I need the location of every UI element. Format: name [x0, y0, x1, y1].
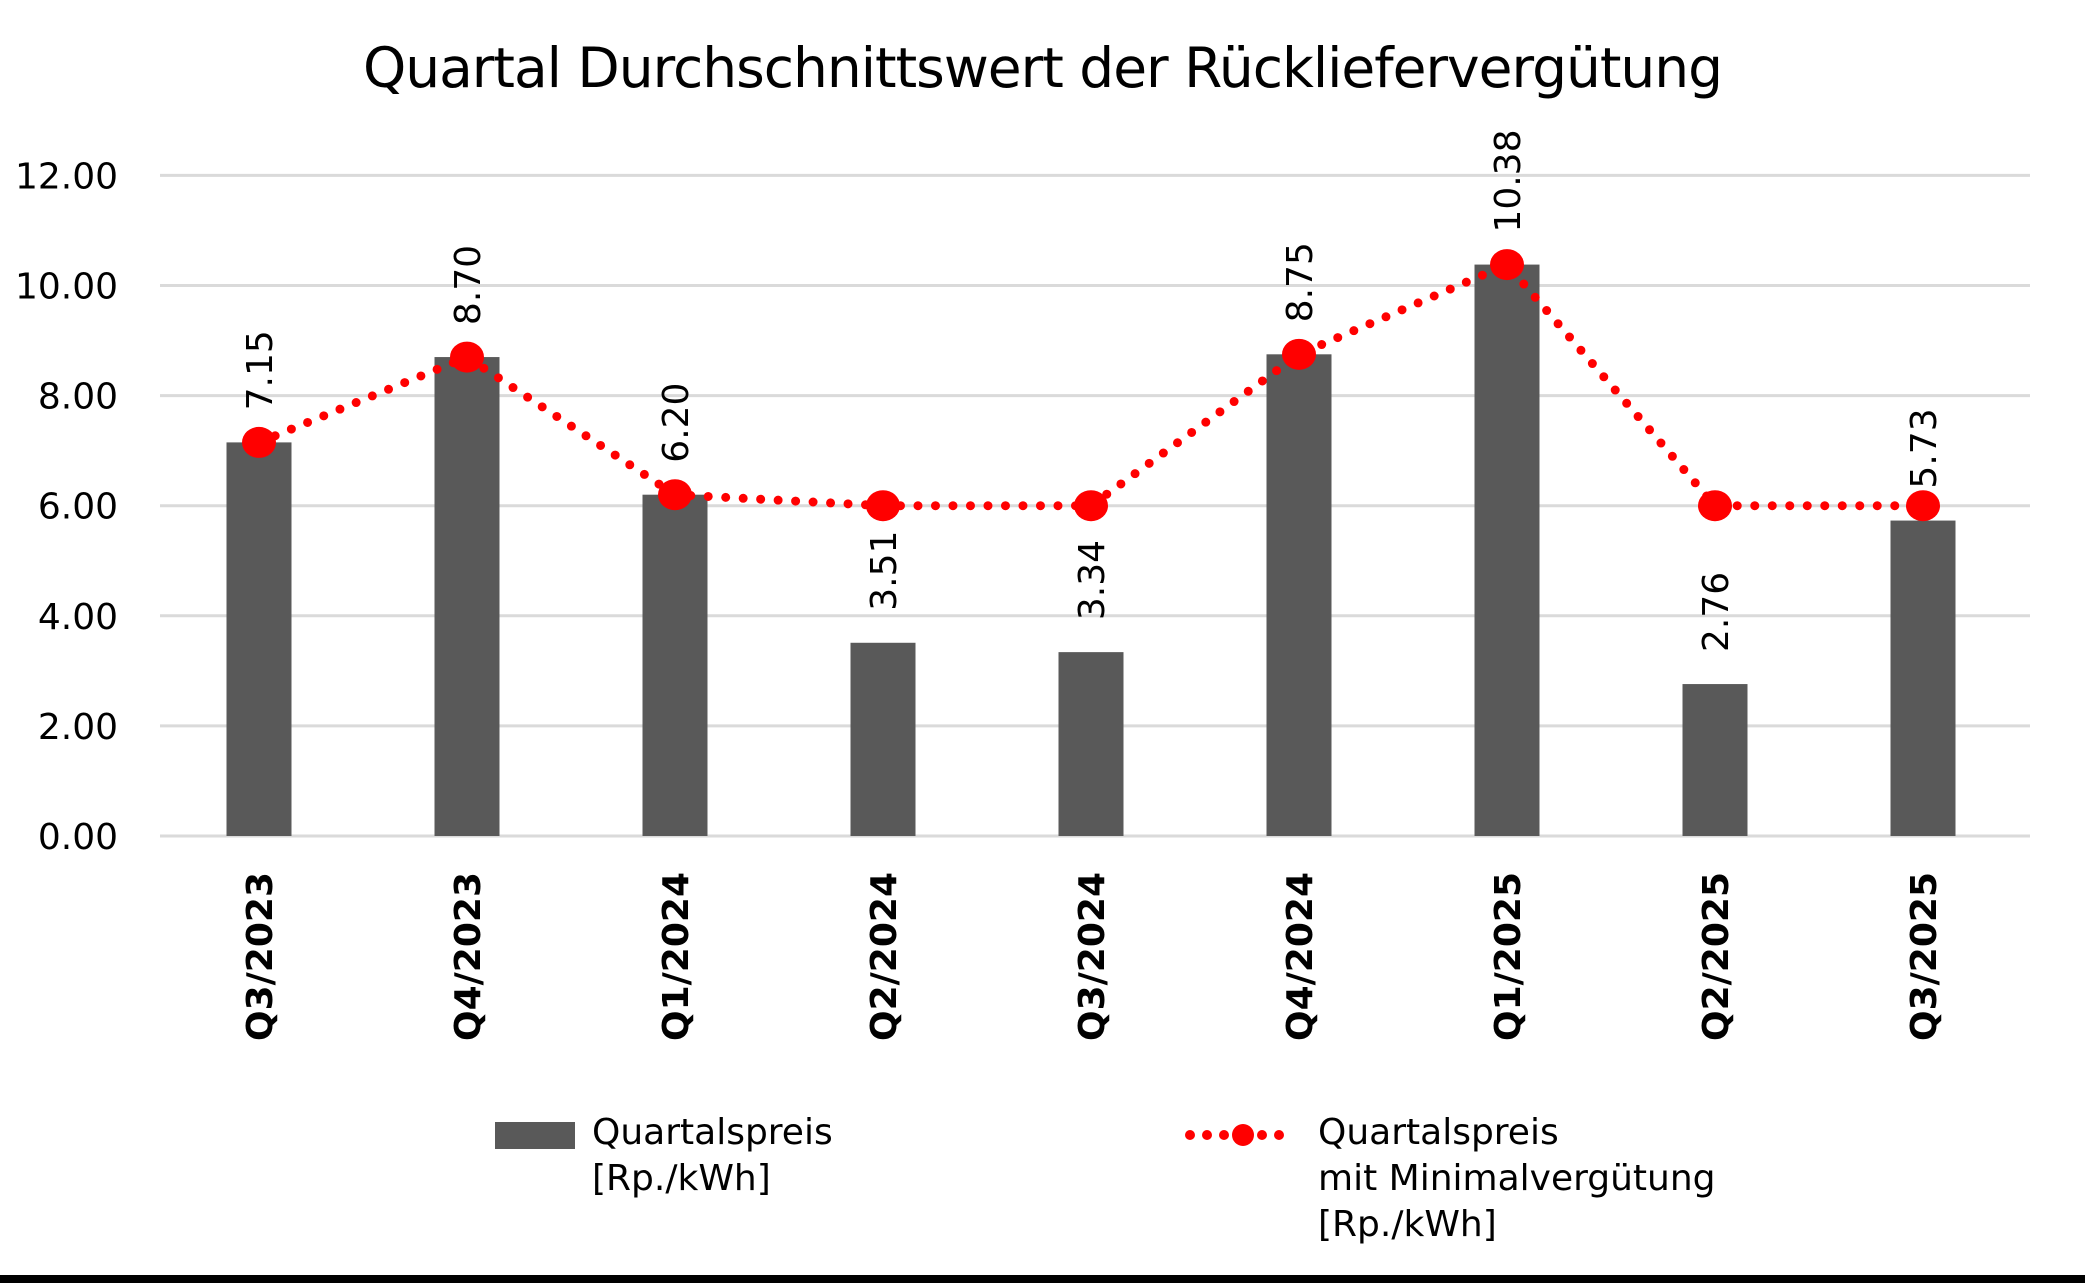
- line-marker: [658, 479, 692, 511]
- line-marker: [866, 490, 900, 522]
- chart-canvas: 0.00 2.00 4.00 6.00 8.00 10.00 12.00 7.15 8.70 6.…: [15, 130, 2030, 1041]
- legend-label-line: Quartalspreis: [592, 1112, 833, 1153]
- y-axis-tick-label: 8.00: [38, 377, 118, 418]
- y-axis-tick-label: 0.00: [38, 817, 118, 858]
- bar-quartalspreis: [1682, 684, 1748, 836]
- legend-bar-swatch: [495, 1122, 575, 1149]
- y-axis-tick-label: 6.00: [38, 487, 118, 528]
- line-marker: [1698, 490, 1732, 522]
- bar-quartalspreis: [1058, 652, 1124, 836]
- bar-quartalspreis: [850, 642, 916, 836]
- bottom-black-bar: [0, 1275, 2085, 1283]
- x-axis-tick-label: Q1/2025: [1488, 872, 1529, 1041]
- bar-value-label: 8.75: [1280, 242, 1321, 322]
- legend-dotted-line-swatch: [1185, 1124, 1284, 1146]
- y-axis-tick-label: 2.00: [38, 707, 118, 748]
- x-axis-tick-label: Q3/2024: [1072, 872, 1113, 1041]
- line-marker: [1282, 338, 1316, 370]
- bar-value-label: 2.76: [1696, 572, 1737, 652]
- legend-label-line: [Rp./kWh]: [592, 1158, 771, 1199]
- x-axis-tick-label: Q2/2025: [1696, 872, 1737, 1041]
- x-axis-tick-label: Q3/2023: [240, 872, 281, 1041]
- bar-value-label: 7.15: [240, 330, 281, 410]
- bar-value-label: 5.73: [1904, 408, 1945, 488]
- dotted-line-icon: [1185, 1124, 1284, 1146]
- line-marker: [1074, 490, 1108, 522]
- bar-value-label: 3.34: [1072, 540, 1113, 620]
- y-axis-tick-label: 4.00: [38, 597, 118, 638]
- y-axis-tick-label: 12.00: [15, 156, 118, 197]
- x-axis-tick-label: Q3/2025: [1904, 872, 1945, 1041]
- legend-label-line: [Rp./kWh]: [1318, 1204, 1497, 1245]
- x-axis-tick-label: Q4/2024: [1280, 872, 1321, 1041]
- x-axis-tick-label: Q1/2024: [656, 872, 697, 1041]
- bar-quartalspreis: [1474, 264, 1540, 836]
- bar-quartalspreis: [642, 494, 708, 836]
- legend-item-quartalspreis: Quartalspreis [Rp./kWh]: [592, 1110, 833, 1202]
- bar-quartalspreis: [1266, 354, 1332, 836]
- line-marker: [1490, 249, 1524, 281]
- bar-value-label: 6.20: [656, 383, 697, 463]
- line-marker: [242, 426, 276, 458]
- bar-quartalspreis: [1890, 520, 1956, 836]
- bar-value-label: 3.51: [864, 531, 905, 611]
- x-axis-tick-label: Q2/2024: [864, 872, 905, 1041]
- dotted-line-series: [254, 259, 1928, 511]
- bar-value-label: 10.38: [1488, 130, 1529, 233]
- bar-quartalspreis: [226, 442, 292, 836]
- bar-quartalspreis: [434, 357, 500, 836]
- line-marker: [450, 341, 484, 373]
- legend-label-line: mit Minimalvergütung: [1318, 1158, 1716, 1199]
- legend-label-line: Quartalspreis: [1318, 1112, 1559, 1153]
- chart-title: Quartal Durchschnittswert der Rückliefer…: [362, 36, 1723, 100]
- line-marker: [1906, 490, 1940, 522]
- x-axis-tick-label: Q4/2023: [448, 872, 489, 1041]
- legend-item-quartalspreis-minimalverguetung: Quartalspreis mit Minimalvergütung [Rp./…: [1318, 1110, 1716, 1248]
- y-axis-tick-label: 10.00: [15, 267, 118, 308]
- bar-value-label: 8.70: [448, 245, 489, 325]
